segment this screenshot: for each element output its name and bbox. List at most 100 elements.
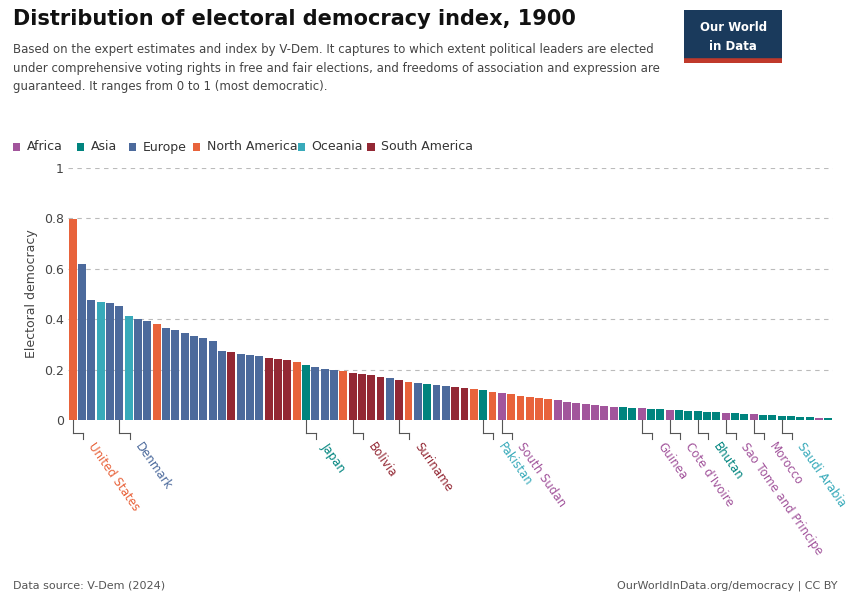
Bar <box>545 400 552 420</box>
Bar <box>600 406 609 420</box>
Bar <box>581 404 590 420</box>
Bar <box>536 398 543 420</box>
Text: Europe: Europe <box>143 140 187 154</box>
Bar <box>647 409 655 420</box>
Bar <box>339 371 347 420</box>
Bar <box>69 220 76 420</box>
Bar <box>796 417 804 420</box>
Text: Pakistan: Pakistan <box>496 440 535 488</box>
Bar <box>787 416 795 420</box>
Bar <box>348 373 356 420</box>
Bar <box>451 387 459 420</box>
Bar <box>236 354 245 420</box>
Text: Distribution of electoral democracy index, 1900: Distribution of electoral democracy inde… <box>13 9 575 29</box>
Bar <box>694 411 702 420</box>
Bar <box>628 407 637 420</box>
Bar <box>564 401 571 420</box>
Text: Sao Tome and Principe: Sao Tome and Principe <box>739 440 825 557</box>
Bar <box>208 341 217 420</box>
Bar <box>153 324 161 420</box>
Bar <box>573 403 581 420</box>
Text: Our World: Our World <box>700 20 767 34</box>
Bar <box>619 407 627 420</box>
Bar <box>405 382 412 420</box>
Text: South America: South America <box>382 140 473 154</box>
Bar <box>517 396 524 420</box>
Bar <box>423 384 431 420</box>
Bar <box>125 316 133 420</box>
Bar <box>591 404 599 420</box>
Bar <box>666 410 674 420</box>
Text: Guinea: Guinea <box>654 440 689 482</box>
Bar <box>264 358 273 420</box>
Bar <box>703 412 711 420</box>
Bar <box>88 300 95 420</box>
Bar <box>181 334 189 420</box>
Bar <box>442 386 450 420</box>
Text: Bhutan: Bhutan <box>711 440 745 483</box>
Bar <box>675 410 683 420</box>
Text: Bolivia: Bolivia <box>366 440 399 481</box>
Bar <box>498 393 506 420</box>
Text: Saudi Arabia: Saudi Arabia <box>795 440 848 509</box>
Bar <box>759 415 767 420</box>
Bar <box>656 409 665 420</box>
Bar <box>806 417 813 420</box>
Bar <box>386 379 394 420</box>
Bar <box>554 400 562 420</box>
Bar <box>255 356 264 420</box>
Bar <box>144 321 151 420</box>
Bar <box>768 415 776 420</box>
Bar <box>302 365 310 420</box>
Bar <box>414 383 422 420</box>
Text: Cote d'Ivoire: Cote d'Ivoire <box>683 440 736 509</box>
Bar <box>750 414 757 420</box>
Text: Suriname: Suriname <box>412 440 455 494</box>
Bar <box>292 362 301 420</box>
Bar <box>731 413 739 420</box>
Bar <box>274 359 282 420</box>
Bar <box>367 376 375 420</box>
Bar <box>712 412 720 420</box>
Bar <box>311 367 320 420</box>
Text: Japan: Japan <box>319 440 348 475</box>
Text: Asia: Asia <box>91 140 117 154</box>
Text: Morocco: Morocco <box>767 440 805 488</box>
Bar <box>199 338 207 420</box>
Bar <box>433 385 440 420</box>
Text: Oceania: Oceania <box>312 140 363 154</box>
Bar <box>97 302 105 420</box>
Bar <box>227 352 235 420</box>
Text: North America: North America <box>207 140 298 154</box>
Text: Denmark: Denmark <box>132 440 174 493</box>
Bar <box>116 305 123 420</box>
Bar <box>78 263 86 420</box>
Bar <box>218 351 226 420</box>
Bar <box>526 397 534 420</box>
Bar <box>684 410 693 420</box>
Bar <box>722 413 729 420</box>
Bar <box>330 370 337 420</box>
Bar <box>609 407 618 420</box>
Text: Based on the expert estimates and index by V-Dem. It captures to which extent po: Based on the expert estimates and index … <box>13 43 660 93</box>
Bar <box>461 388 468 420</box>
Bar <box>740 414 748 420</box>
Bar <box>377 377 384 420</box>
Bar <box>283 360 292 420</box>
Text: South Sudan: South Sudan <box>514 440 569 509</box>
Text: United States: United States <box>85 440 142 514</box>
Bar <box>162 328 170 420</box>
Y-axis label: Electoral democracy: Electoral democracy <box>26 230 38 358</box>
Bar <box>106 304 114 420</box>
Text: in Data: in Data <box>709 40 757 53</box>
Bar <box>507 394 515 420</box>
Bar <box>172 330 179 420</box>
Bar <box>190 336 198 420</box>
Bar <box>320 368 328 420</box>
Bar <box>815 418 823 420</box>
Bar <box>358 374 366 420</box>
Bar <box>489 392 496 420</box>
Bar <box>395 380 403 420</box>
Bar <box>824 418 832 420</box>
Bar <box>479 390 487 420</box>
